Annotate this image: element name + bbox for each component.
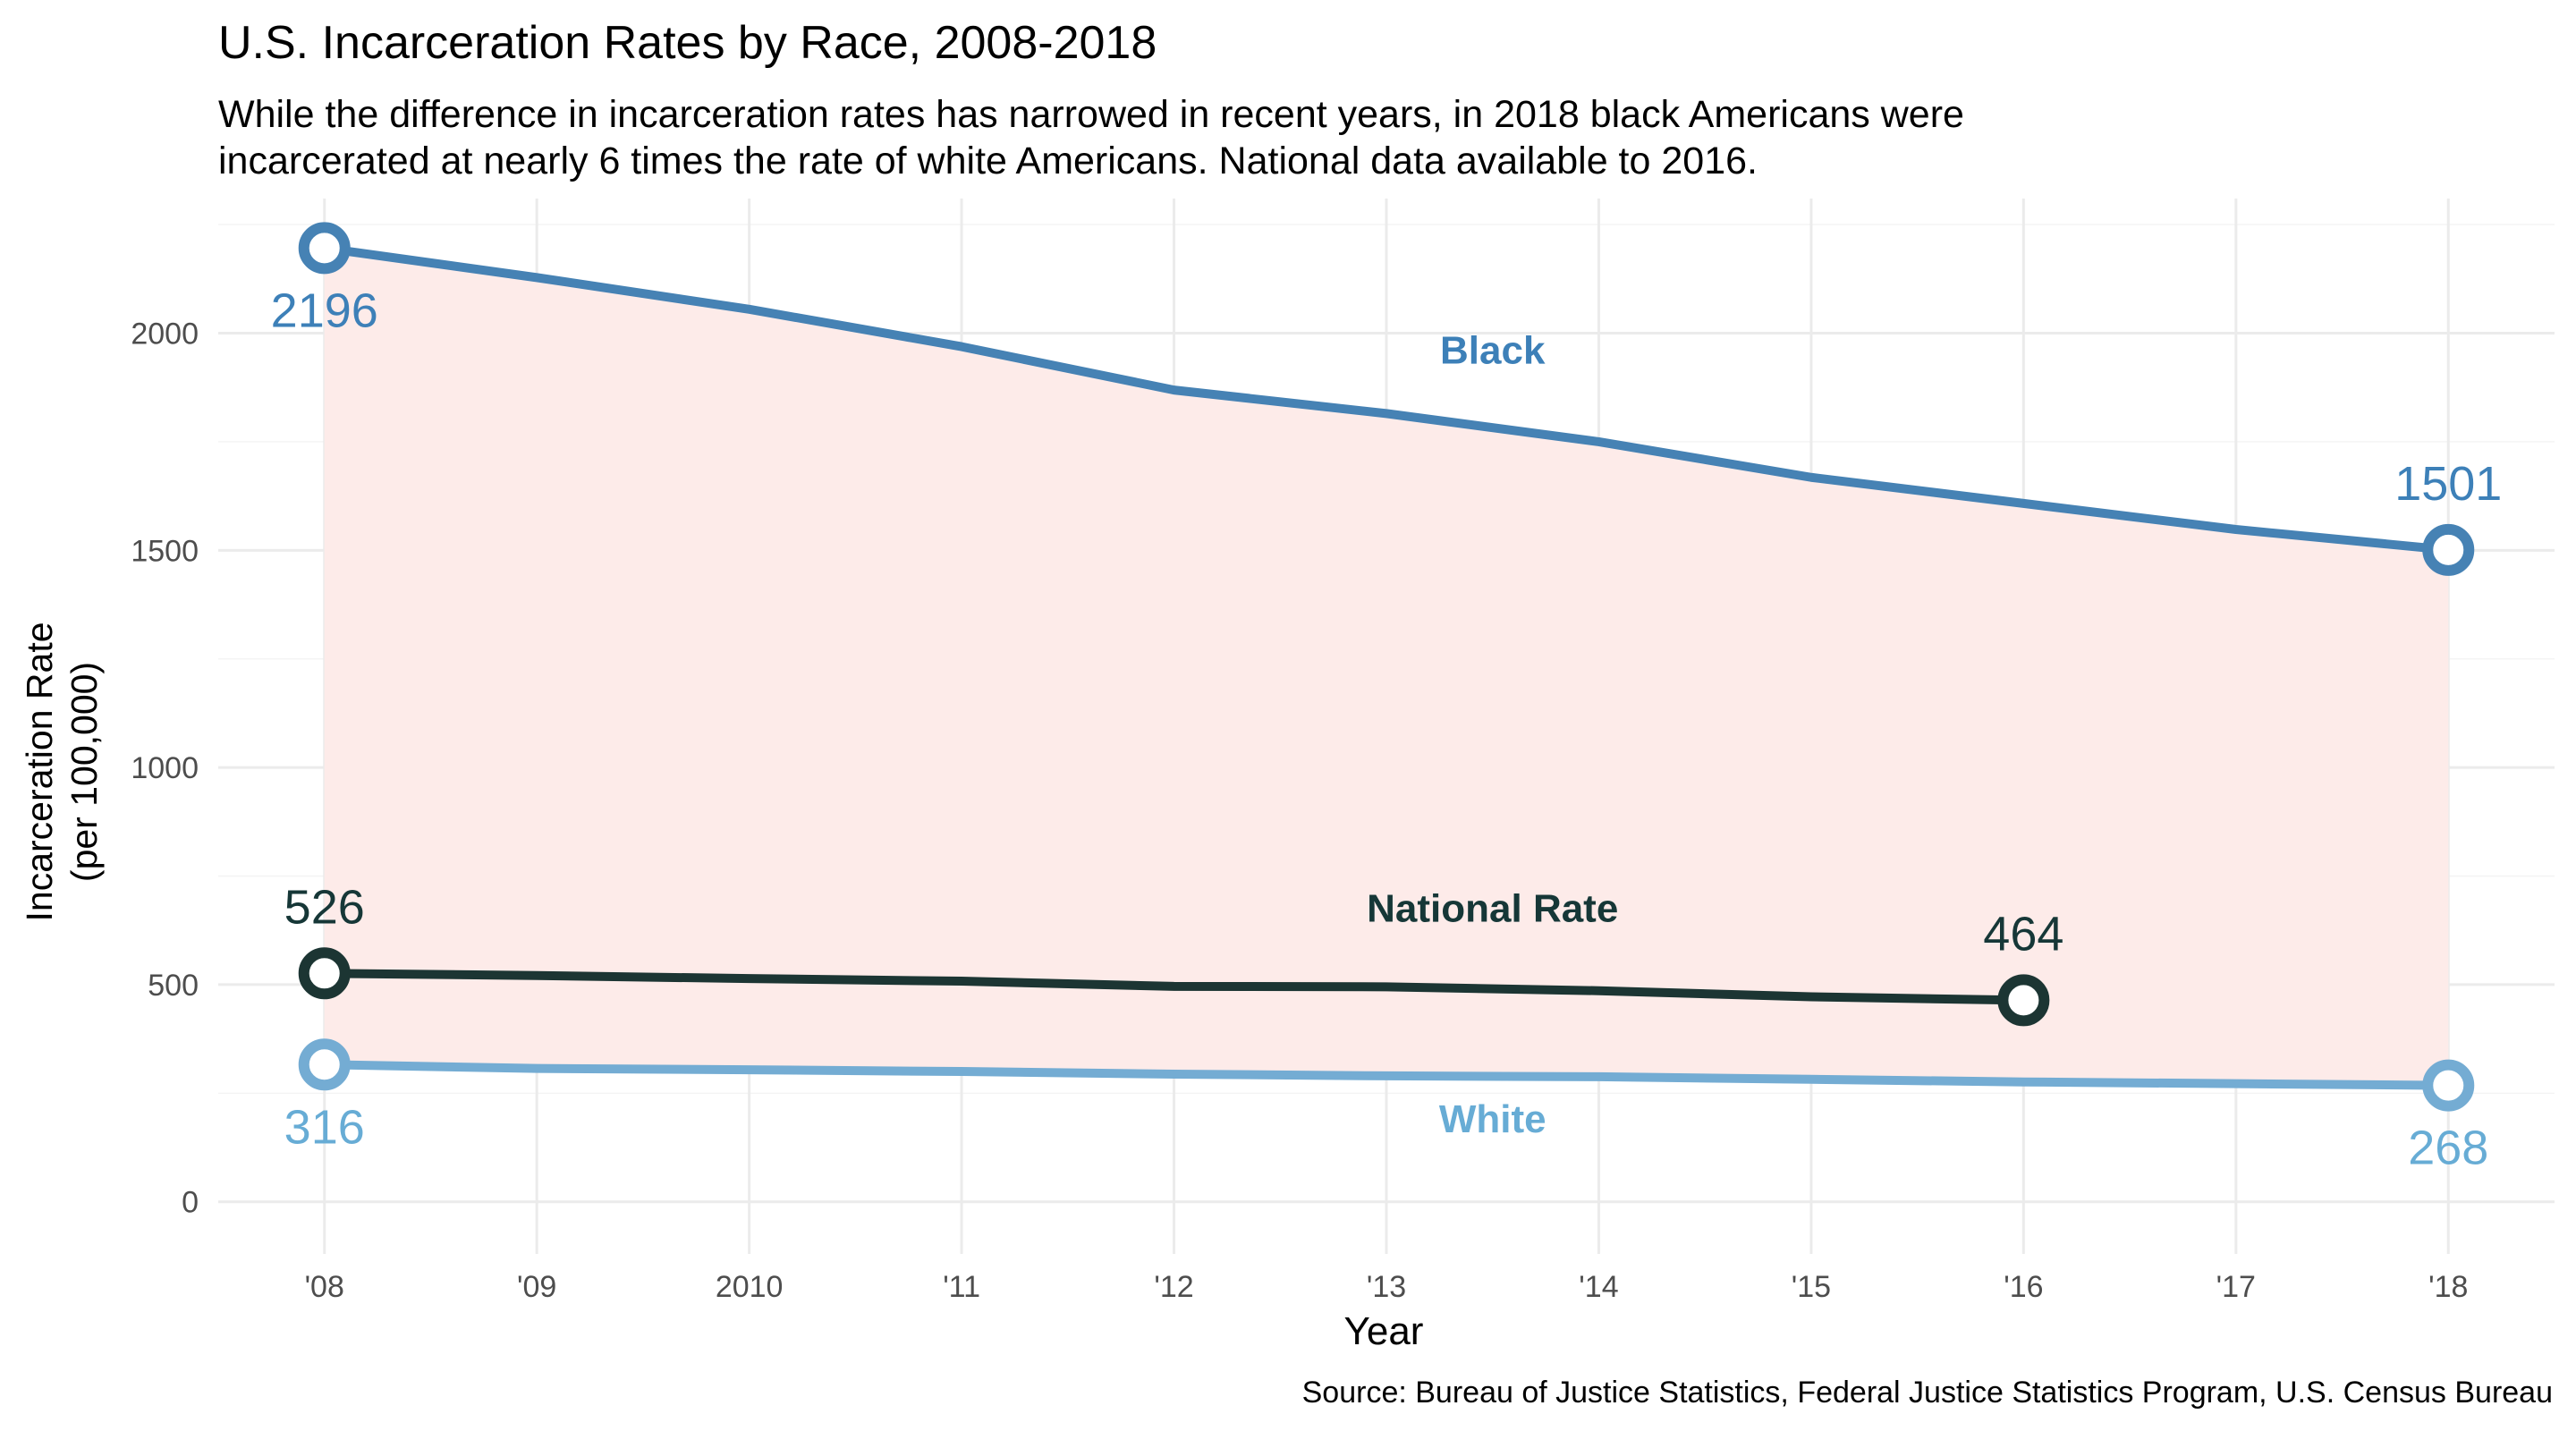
chart-title: U.S. Incarceration Rates by Race, 2008-2… xyxy=(218,17,1157,69)
y-tick-label: 1500 xyxy=(131,534,199,568)
x-tick-label: '15 xyxy=(1792,1270,1831,1304)
gap-ribbon xyxy=(324,248,2449,1086)
x-tick-label: '18 xyxy=(2428,1270,2468,1304)
endpoint-marker-black xyxy=(298,222,351,275)
data-label-white: 268 xyxy=(2408,1122,2488,1175)
endpoint-marker-white xyxy=(2422,1059,2475,1112)
x-axis-title: Year xyxy=(1344,1309,1424,1353)
x-tick-label: '11 xyxy=(943,1270,980,1304)
x-tick-label: '08 xyxy=(305,1270,344,1304)
y-axis-title: Incarceration Rate (per 100,000) xyxy=(19,622,105,921)
x-tick-label: '14 xyxy=(1579,1270,1618,1304)
endpoint-marker-national-rate xyxy=(1997,974,2050,1027)
x-tick-label: '13 xyxy=(1367,1270,1406,1304)
data-label-national-rate: 464 xyxy=(1983,907,2063,961)
y-axis-title-line-1: Incarceration Rate xyxy=(19,622,60,921)
series-label-black: Black xyxy=(1440,329,1546,373)
y-tick-label: 0 xyxy=(182,1186,199,1220)
x-tick-label: '17 xyxy=(2216,1270,2256,1304)
data-label-national-rate: 526 xyxy=(284,880,365,934)
endpoint-marker-black xyxy=(2422,523,2475,576)
data-label-white: 316 xyxy=(284,1100,365,1154)
endpoint-marker-national-rate xyxy=(298,947,351,1000)
data-label-black: 2196 xyxy=(271,284,378,337)
x-tick-label: '12 xyxy=(1154,1270,1193,1304)
series-line-white xyxy=(319,1060,2453,1090)
series-label-white: White xyxy=(1439,1097,1546,1141)
y-tick-label: 1000 xyxy=(131,751,199,785)
endpoint-markers xyxy=(298,222,2475,1112)
x-tick-label: '09 xyxy=(517,1270,556,1304)
axis-tick-labels: 0 500 1000 1500 2000 '08 '09 2010 '11 '12 '13 '14 '1… xyxy=(131,318,2468,1304)
series-lines xyxy=(319,243,2453,1090)
series-line-national-rate xyxy=(319,969,2029,1005)
data-label-black: 1501 xyxy=(2394,457,2502,511)
series-label-national-rate: National Rate xyxy=(1367,887,1618,931)
y-axis-title-line-2: (per 100,000) xyxy=(64,662,105,882)
y-tick-label: 2000 xyxy=(131,318,199,351)
endpoint-marker-white xyxy=(298,1038,351,1091)
chart-caption: Source: Bureau of Justice Statistics, Fe… xyxy=(1302,1376,2553,1410)
x-tick-label: 2010 xyxy=(716,1270,784,1304)
ribbon-area xyxy=(324,248,2449,1086)
series-line-black xyxy=(319,243,2453,555)
chart-subtitle-line-1: While the difference in incarceration ra… xyxy=(218,93,1964,136)
data-labels: 2196 1501 Black 526 464 National Rate 316 268 Wh… xyxy=(271,284,2503,1174)
chart-subtitle-line-2: incarcerated at nearly 6 times the rate … xyxy=(218,140,1758,182)
y-tick-label: 500 xyxy=(148,969,199,1003)
x-tick-label: '16 xyxy=(2004,1270,2043,1304)
